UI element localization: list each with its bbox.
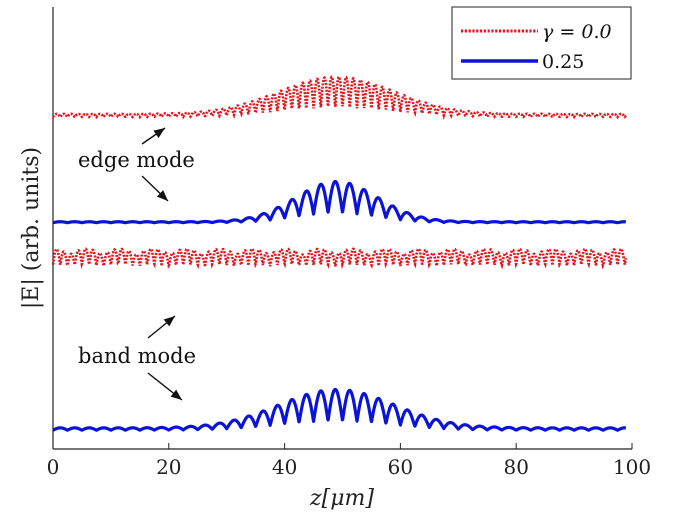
edge-mode-arrow-lower	[141, 175, 169, 202]
x-tick-label: 20	[156, 455, 181, 479]
legend-box	[451, 6, 632, 80]
trace-band-gamma025	[51, 387, 628, 432]
legend: γ = 0.0 0.25	[451, 6, 632, 80]
x-tick-label: 100	[613, 455, 651, 479]
x-tick-label: 40	[272, 455, 297, 479]
edge-mode-arrow-upper	[141, 127, 166, 145]
legend-label-gamma0: γ = 0.0	[542, 21, 612, 43]
trace-edge-gamma025	[51, 179, 628, 225]
x-tick-label: 0	[47, 455, 60, 479]
trace-edge-gamma0	[51, 75, 627, 121]
x-axis-label: z[μm]	[309, 486, 374, 511]
legend-label-gamma025: 0.25	[542, 51, 584, 73]
x-tick-label: 60	[388, 455, 413, 479]
traces	[51, 75, 628, 432]
band-mode-arrow-lower	[147, 372, 183, 401]
trace-band-gamma0	[51, 247, 628, 270]
x-tick-label: 80	[503, 455, 528, 479]
band-mode-annotation: band mode	[78, 344, 196, 368]
edge-mode-annotation: edge mode	[78, 148, 195, 172]
band-mode-arrow-upper	[147, 315, 176, 339]
x-ticks: 0 20 40 60 80 100	[47, 443, 651, 479]
annotation-arrows	[141, 127, 183, 401]
y-axis-label: |E| (arb. units)	[19, 147, 44, 309]
